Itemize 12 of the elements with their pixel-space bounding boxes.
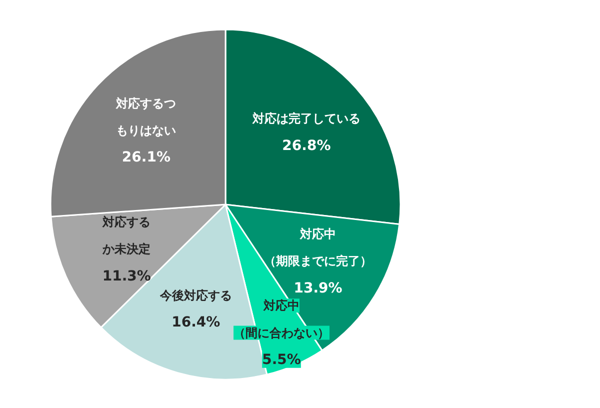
slice-label: 対応は完了している xyxy=(251,112,360,126)
data-label: 13.9% xyxy=(294,280,342,296)
slice-label: 対応中（期限までに完了） xyxy=(264,227,372,268)
slice-label: 今後対応する xyxy=(158,288,232,302)
data-label: 26.8% xyxy=(282,138,331,154)
data-label: 5.5% xyxy=(262,352,301,368)
slice-label: 対応するつもりはない xyxy=(115,96,176,138)
slice-label: 対応中（間に合わない） xyxy=(234,298,330,340)
data-label: 11.3% xyxy=(102,268,151,284)
data-label: 26.1% xyxy=(122,150,170,166)
slice-label: 対応するか未決定 xyxy=(102,215,151,256)
data-label: 16.4% xyxy=(172,314,220,330)
